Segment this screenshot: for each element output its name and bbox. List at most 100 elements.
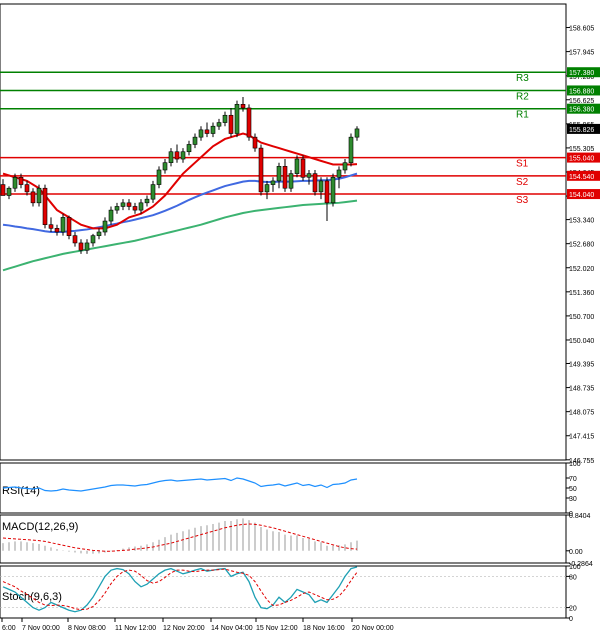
rsi-title: RSI(14) (2, 485, 40, 497)
price-tick-label: 157.945 (569, 50, 594, 57)
candle-body (30, 191, 36, 204)
candle (66, 215, 72, 240)
candle (264, 180, 270, 200)
candle-body (138, 202, 144, 211)
candle (306, 169, 312, 185)
price-tick-label: 158.605 (569, 26, 594, 33)
time-tick-label: 12 Nov 20:00 (163, 625, 205, 632)
rsi-tick-label: 70 (569, 476, 577, 483)
level-value-r1: 156.380 (569, 107, 594, 114)
candle (234, 100, 240, 138)
rsi-panel: RSI(14) 100 70 50 30 0 (0, 461, 581, 518)
candle-body (324, 180, 330, 204)
level-name-s1: S1 (516, 159, 529, 170)
level-tag-r3 (567, 67, 600, 78)
candle (336, 166, 342, 189)
candle-body (222, 114, 228, 123)
price-tick-label: 146.755 (569, 458, 594, 465)
macd-tick-label: -0.2864 (569, 561, 593, 568)
level-tag-r1 (567, 103, 600, 114)
price-tick-label: 150.700 (569, 314, 594, 321)
current-price-tag: 155.826 (567, 123, 600, 134)
macd-histogram (2, 518, 358, 554)
stoch-lines (2, 566, 358, 613)
candle (162, 159, 168, 174)
rsi-tick-label: 50 (569, 486, 577, 493)
macd-panel: MACD(12,26,9) 0.8404 0.00 -0.2864 (0, 513, 593, 568)
candle-body (210, 125, 216, 134)
candle-body (228, 114, 234, 134)
candle (168, 148, 174, 167)
level-value-r3: 157.380 (569, 70, 594, 77)
time-axis: 6:00 7 Nov 00:00 8 Nov 08:00 11 Nov 12:00 12… (1, 618, 394, 632)
candle-body (150, 184, 156, 200)
candle (288, 169, 294, 192)
candle-body (192, 136, 198, 145)
candle-body (96, 231, 102, 236)
candle-body (294, 158, 300, 174)
candle (300, 155, 306, 181)
candle-body (60, 217, 66, 233)
level-value-s2: 154.540 (569, 174, 594, 181)
price-tick-label: 152.680 (569, 242, 594, 249)
candle-body (12, 176, 18, 189)
price-tick-label: 151.360 (569, 290, 594, 297)
candle (210, 122, 216, 138)
candle (42, 184, 48, 229)
candle (342, 159, 348, 174)
candle-body (246, 107, 252, 138)
main-price-panel: 158.605157.945157.280156.625155.965155.3… (0, 3, 600, 465)
candle (144, 195, 150, 207)
time-tick-label: 15 Nov 12:00 (256, 625, 298, 632)
stoch-tick-label: 0 (569, 616, 573, 623)
candle (354, 126, 360, 141)
level-value-r2: 156.880 (569, 88, 594, 95)
candle-body (84, 242, 90, 251)
candle (294, 155, 300, 178)
level-value-s3: 154.040 (569, 192, 594, 199)
candle-body (36, 187, 42, 204)
rsi-tick-label: 100 (569, 461, 581, 468)
macd-axis: 0.8404 0.00 -0.2864 (566, 513, 593, 568)
candle (60, 213, 66, 236)
time-tick-label: 7 Nov 00:00 (22, 625, 60, 632)
candle (108, 206, 114, 225)
candle (84, 239, 90, 254)
level-tag-s3 (567, 189, 600, 200)
price-tag-value: 155.826 (569, 127, 594, 134)
candle (186, 140, 192, 156)
ma-fast-line (2, 132, 358, 230)
price-tick-label: 149.395 (569, 362, 594, 369)
candle (0, 179, 6, 196)
stoch-d-line (2, 568, 358, 611)
candle-body (330, 176, 336, 204)
candle-body (48, 224, 54, 229)
level-name-r3: R3 (516, 73, 529, 84)
candle-body (216, 122, 222, 127)
candle-body (6, 187, 12, 196)
candle-body (132, 206, 138, 211)
macd-tick-label: 0.8404 (569, 513, 591, 520)
candle-body (270, 180, 276, 185)
candle (180, 148, 186, 163)
candle (156, 166, 162, 189)
price-tick-label: 155.305 (569, 146, 594, 153)
level-name-r1: R1 (516, 110, 529, 121)
stoch-tick-label: 20 (569, 606, 577, 613)
candle (174, 144, 180, 163)
candle-body (180, 151, 186, 160)
time-tick-label: 11 Nov 12:00 (115, 625, 156, 632)
time-tick-label: 8 Nov 08:00 (68, 625, 106, 632)
candle-body (156, 169, 162, 185)
candle (348, 133, 354, 167)
candle (78, 239, 84, 254)
candle (150, 180, 156, 203)
candle (318, 177, 324, 200)
candle (312, 169, 318, 196)
candle (90, 233, 96, 247)
candle (126, 199, 132, 211)
stoch-tick-label: 80 (569, 574, 577, 581)
candle (24, 180, 30, 196)
candle (246, 104, 252, 141)
